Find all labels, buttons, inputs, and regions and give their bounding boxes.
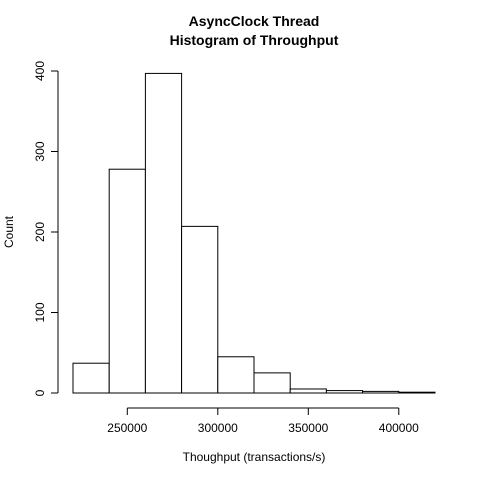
x-tick-label-2: 350000 [288,421,328,435]
x-axis: 250000 300000 350000 400000 [107,407,419,435]
histogram-bar-2 [144,72,183,394]
x-axis-label: Thoughput (transactions/s) [183,450,326,464]
chart-title: AsyncClock Thread [188,13,320,29]
histogram-bar-4 [217,356,255,394]
x-tick-label-3: 400000 [379,421,419,435]
chart-subtitle: Histogram of Throughput [169,32,339,48]
y-axis-label: Count [2,215,16,248]
histogram-bar-0 [72,362,110,394]
histogram-bar-7 [325,390,364,394]
histogram-bar-9 [398,391,436,394]
histogram-bar-8 [362,390,400,394]
histogram-bar-3 [181,225,219,394]
y-tick-label-2: 200 [33,222,47,242]
y-tick-label-1: 100 [33,302,47,322]
x-tick-label-0: 250000 [107,421,147,435]
chart-title-block: AsyncClock Thread Histogram of Throughpu… [0,12,480,50]
histogram-bars [72,72,436,394]
y-tick-label-4: 400 [33,61,47,81]
y-tick-label-3: 300 [33,141,47,161]
histogram-bar-6 [289,388,327,394]
y-axis: 0 100 200 300 400 [33,61,59,396]
y-tick-label-0: 0 [33,389,47,396]
x-tick-label-1: 300000 [198,421,238,435]
histogram-bar-1 [108,168,146,394]
histogram-bar-5 [253,372,291,394]
